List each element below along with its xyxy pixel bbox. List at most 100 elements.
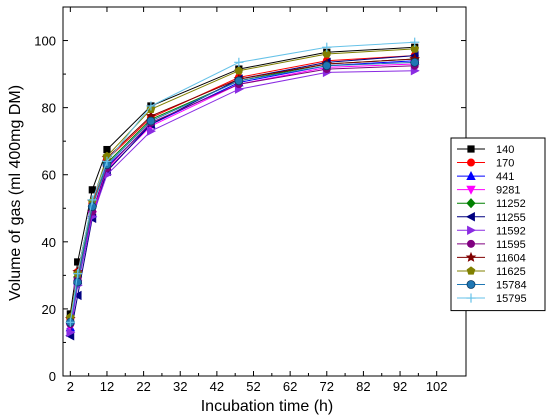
x-tick-label: 52	[246, 379, 260, 394]
x-tick-label: 22	[136, 379, 150, 394]
x-tick-label: 62	[283, 379, 297, 394]
data-point-15795	[410, 37, 420, 47]
legend-label: 11255	[496, 212, 526, 224]
legend-marker	[466, 266, 476, 275]
series-line-11592	[69, 70, 415, 333]
legend-label: 11252	[496, 198, 526, 210]
legend-label: 140	[496, 144, 514, 156]
legend-item-11604: 11604	[457, 251, 526, 264]
legend-label: 11604	[496, 252, 526, 264]
legend-marker	[467, 145, 475, 153]
data-point-15784	[234, 76, 244, 86]
series-line-11252	[69, 58, 415, 323]
series-line-140	[69, 46, 415, 314]
legend-label: 15795	[496, 293, 527, 305]
y-tick-label: 0	[49, 369, 56, 384]
legend-item-15795: 15795	[457, 293, 527, 305]
data-point-140	[88, 186, 96, 194]
x-tick-label: 82	[356, 379, 370, 394]
series-11252	[65, 53, 420, 328]
data-point-15784	[73, 277, 83, 287]
x-tick-label: 72	[320, 379, 334, 394]
legend-box	[450, 137, 546, 312]
series-line-11595	[69, 65, 415, 325]
x-axis-title: Incubation time (h)	[201, 398, 334, 415]
series-11592	[66, 66, 420, 338]
y-tick-label: 80	[42, 101, 56, 116]
legend-marker	[466, 293, 476, 303]
data-point-15795	[65, 317, 75, 327]
data-point-11625	[234, 66, 244, 75]
data-point-11255	[72, 290, 82, 301]
data-point-15795	[146, 101, 156, 111]
x-tick-label: 92	[393, 379, 407, 394]
series-line-441	[69, 60, 415, 328]
data-point-11592	[66, 327, 76, 338]
legend-marker	[466, 198, 476, 209]
legend-label: 441	[496, 171, 514, 183]
legend-item-11252: 11252	[457, 198, 526, 210]
data-point-15784	[322, 61, 332, 71]
series-11255	[65, 50, 419, 341]
legend-item-11625: 11625	[457, 266, 526, 278]
legend-item-11595: 11595	[457, 239, 526, 251]
y-tick-label: 20	[42, 302, 56, 317]
legend-item-441: 441	[457, 171, 514, 183]
legend-item-170: 170	[457, 158, 514, 170]
legend-marker	[466, 171, 476, 180]
y-tick-label: 40	[42, 235, 56, 250]
x-tick-label: 32	[173, 379, 187, 394]
legend-marker	[467, 225, 477, 235]
data-point-15795	[73, 269, 83, 279]
series-line-9281	[69, 63, 415, 328]
y-tick-label: 60	[42, 168, 56, 183]
legend-label: 15784	[496, 280, 527, 292]
legend-item-15784: 15784	[457, 280, 527, 292]
data-point-15784	[410, 57, 420, 67]
legend-label: 11595	[496, 239, 526, 251]
series-15784	[65, 57, 420, 327]
data-point-11625	[410, 44, 420, 53]
series-15795	[65, 37, 420, 327]
data-point-140	[74, 258, 82, 266]
legend-label: 170	[496, 158, 514, 170]
y-axis-title: Volume of gas (ml 400mg DM)	[7, 85, 24, 301]
data-point-15795	[87, 195, 97, 205]
legend-marker	[466, 280, 476, 289]
series-9281	[65, 60, 420, 333]
series-line-15784	[69, 61, 415, 323]
legend-label: 9281	[496, 185, 520, 197]
axes-layer: 2 12 22 32 42 52 62 72 82 92 102 0 20 40 60 80 100	[34, 7, 466, 394]
x-tick-label: 2	[67, 379, 74, 394]
legend-marker	[465, 251, 477, 262]
series-line-11255	[69, 55, 415, 336]
x-tick-label: 42	[210, 379, 224, 394]
series-line-170	[69, 55, 415, 320]
data-point-15795	[102, 156, 112, 166]
y-tick-label: 100	[34, 34, 56, 49]
legend-label: 11625	[496, 266, 526, 278]
data-point-15784	[146, 116, 156, 126]
legend-marker	[465, 212, 475, 222]
legend-label: 11592	[496, 225, 526, 237]
data-point-15795	[322, 42, 332, 52]
legend-marker	[467, 158, 475, 167]
series-11595	[66, 61, 419, 329]
legend-item-140: 140	[457, 144, 514, 156]
legend-marker	[467, 239, 475, 248]
legend-item-11255: 11255	[457, 212, 526, 224]
series-line-15795	[69, 41, 415, 323]
data-point-140	[103, 145, 111, 154]
legend-marker	[466, 185, 476, 195]
series-170	[66, 51, 419, 323]
series-11604	[65, 53, 421, 324]
series-layer	[65, 37, 421, 341]
data-point-15795	[234, 57, 244, 67]
x-tick-label: 102	[426, 379, 448, 394]
legend-item-9281: 9281	[457, 185, 520, 197]
data-point-11625	[322, 49, 332, 58]
legend-item-11592: 11592	[457, 225, 526, 237]
data-point-11592	[147, 126, 156, 136]
